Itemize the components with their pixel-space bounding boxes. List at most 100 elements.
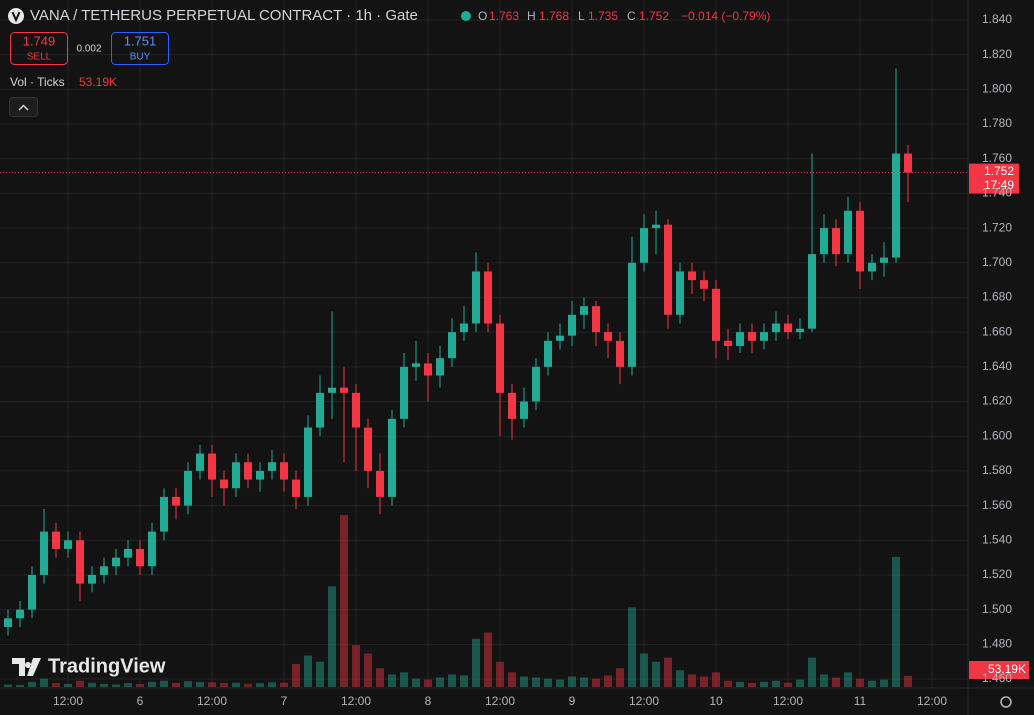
volume-bar: [28, 681, 36, 687]
volume-tag: [969, 661, 1029, 679]
buy-button[interactable]: [111, 32, 169, 65]
volume-bar: [52, 683, 60, 687]
y-tick-label: 1.680: [982, 290, 1012, 304]
sell-label[interactable]: SELL: [27, 52, 52, 63]
ohlc-label: H: [527, 9, 536, 23]
candle-body: [292, 479, 300, 497]
volume-bar: [184, 681, 192, 687]
candle-body: [796, 328, 804, 333]
candle-body: [40, 531, 48, 575]
volume-bar: [196, 681, 204, 687]
candle-body: [352, 392, 360, 428]
y-tick-label: 1.780: [982, 116, 1012, 130]
candle-body: [268, 462, 276, 471]
volume-bar: [292, 663, 300, 687]
volume-bar: [220, 683, 228, 687]
collapse-icon[interactable]: [18, 104, 29, 111]
candle-body: [520, 401, 528, 419]
candle-body: [220, 479, 228, 489]
sell-price[interactable]: 1.749: [23, 33, 56, 48]
volume-legend-value: 53.19K: [79, 75, 117, 89]
volume-bar: [280, 682, 288, 687]
buy-label[interactable]: BUY: [130, 52, 151, 63]
ohlc-value: 1.768: [539, 9, 569, 23]
volume-legend: Vol · Ticks: [10, 75, 65, 89]
candle-body: [544, 340, 552, 367]
volume-bar: [904, 675, 912, 687]
volume-bar: [796, 679, 804, 687]
y-tick-label: 1.720: [982, 220, 1012, 234]
volume-bar: [232, 682, 240, 687]
volume-bar: [316, 661, 324, 687]
volume-bar: [16, 684, 24, 687]
volume-bar: [604, 675, 612, 687]
brand-logo: [12, 658, 41, 676]
x-tick-label: 12:00: [917, 694, 947, 708]
volume-bar: [520, 676, 528, 687]
volume-bar: [100, 683, 108, 687]
candle-body: [484, 271, 492, 324]
candle-body: [760, 332, 768, 341]
volume-bar: [772, 680, 780, 687]
x-tick-label: 7: [281, 694, 288, 708]
x-tick-label: 12:00: [773, 694, 803, 708]
volume-bar: [148, 681, 156, 687]
candle-body: [628, 262, 636, 367]
candle-body: [640, 228, 648, 263]
candle-body: [64, 540, 72, 549]
brand: TradingView: [48, 655, 166, 677]
volume-bar: [340, 515, 348, 687]
volume-bar: [460, 675, 468, 687]
ohlc-value: 1.763: [489, 9, 519, 23]
y-tick-label: 1.640: [982, 359, 1012, 373]
candle-body: [700, 280, 708, 289]
candle-body: [316, 392, 324, 428]
ohlc-value: 1.752: [639, 9, 669, 23]
last-price: 1.752: [984, 164, 1014, 178]
candle-body: [820, 228, 828, 255]
volume-bar: [448, 674, 456, 687]
volume-bar: [748, 682, 756, 687]
candle-body: [364, 427, 372, 471]
y-tick-label: 1.840: [982, 12, 1012, 26]
volume-bar: [784, 682, 792, 687]
volume-bar: [112, 684, 120, 687]
last-price-tag: [969, 163, 1019, 194]
y-tick-label: 1.700: [982, 255, 1012, 269]
spread: 0.002: [76, 44, 101, 55]
x-tick-label: 6: [137, 694, 144, 708]
candle-body: [616, 340, 624, 367]
volume-bar: [808, 657, 816, 687]
y-tick-label: 1.760: [982, 151, 1012, 165]
candle-body: [460, 323, 468, 333]
volume-bar: [832, 677, 840, 687]
candle-body: [748, 332, 756, 341]
candle-body: [508, 392, 516, 419]
candle-body: [688, 271, 696, 281]
x-tick-label: 12:00: [341, 694, 371, 708]
volume-bar: [256, 683, 264, 687]
y-tick-label: 1.580: [982, 463, 1012, 477]
buy-price[interactable]: 1.751: [124, 33, 157, 48]
y-tick-label: 1.560: [982, 498, 1012, 512]
volume-bar: [628, 607, 636, 687]
x-tick-label: 11: [854, 694, 867, 708]
settings-button[interactable]: [1000, 696, 1012, 708]
volume-bar: [676, 670, 684, 687]
candle-body: [100, 566, 108, 575]
collapse-button[interactable]: [9, 97, 38, 117]
volume-bar: [328, 586, 336, 687]
volume-bar: [160, 680, 168, 687]
x-tick-label: 12:00: [197, 694, 227, 708]
x-tick-label: 12:00: [485, 694, 515, 708]
x-tick-label: 12:00: [629, 694, 659, 708]
x-tick-label: 9: [569, 694, 576, 708]
candle-body: [136, 548, 144, 567]
candle-body: [604, 332, 612, 341]
volume-bar: [556, 679, 564, 687]
y-tick-label: 1.500: [982, 602, 1012, 616]
sell-button[interactable]: [10, 32, 68, 65]
candle-body: [532, 366, 540, 402]
